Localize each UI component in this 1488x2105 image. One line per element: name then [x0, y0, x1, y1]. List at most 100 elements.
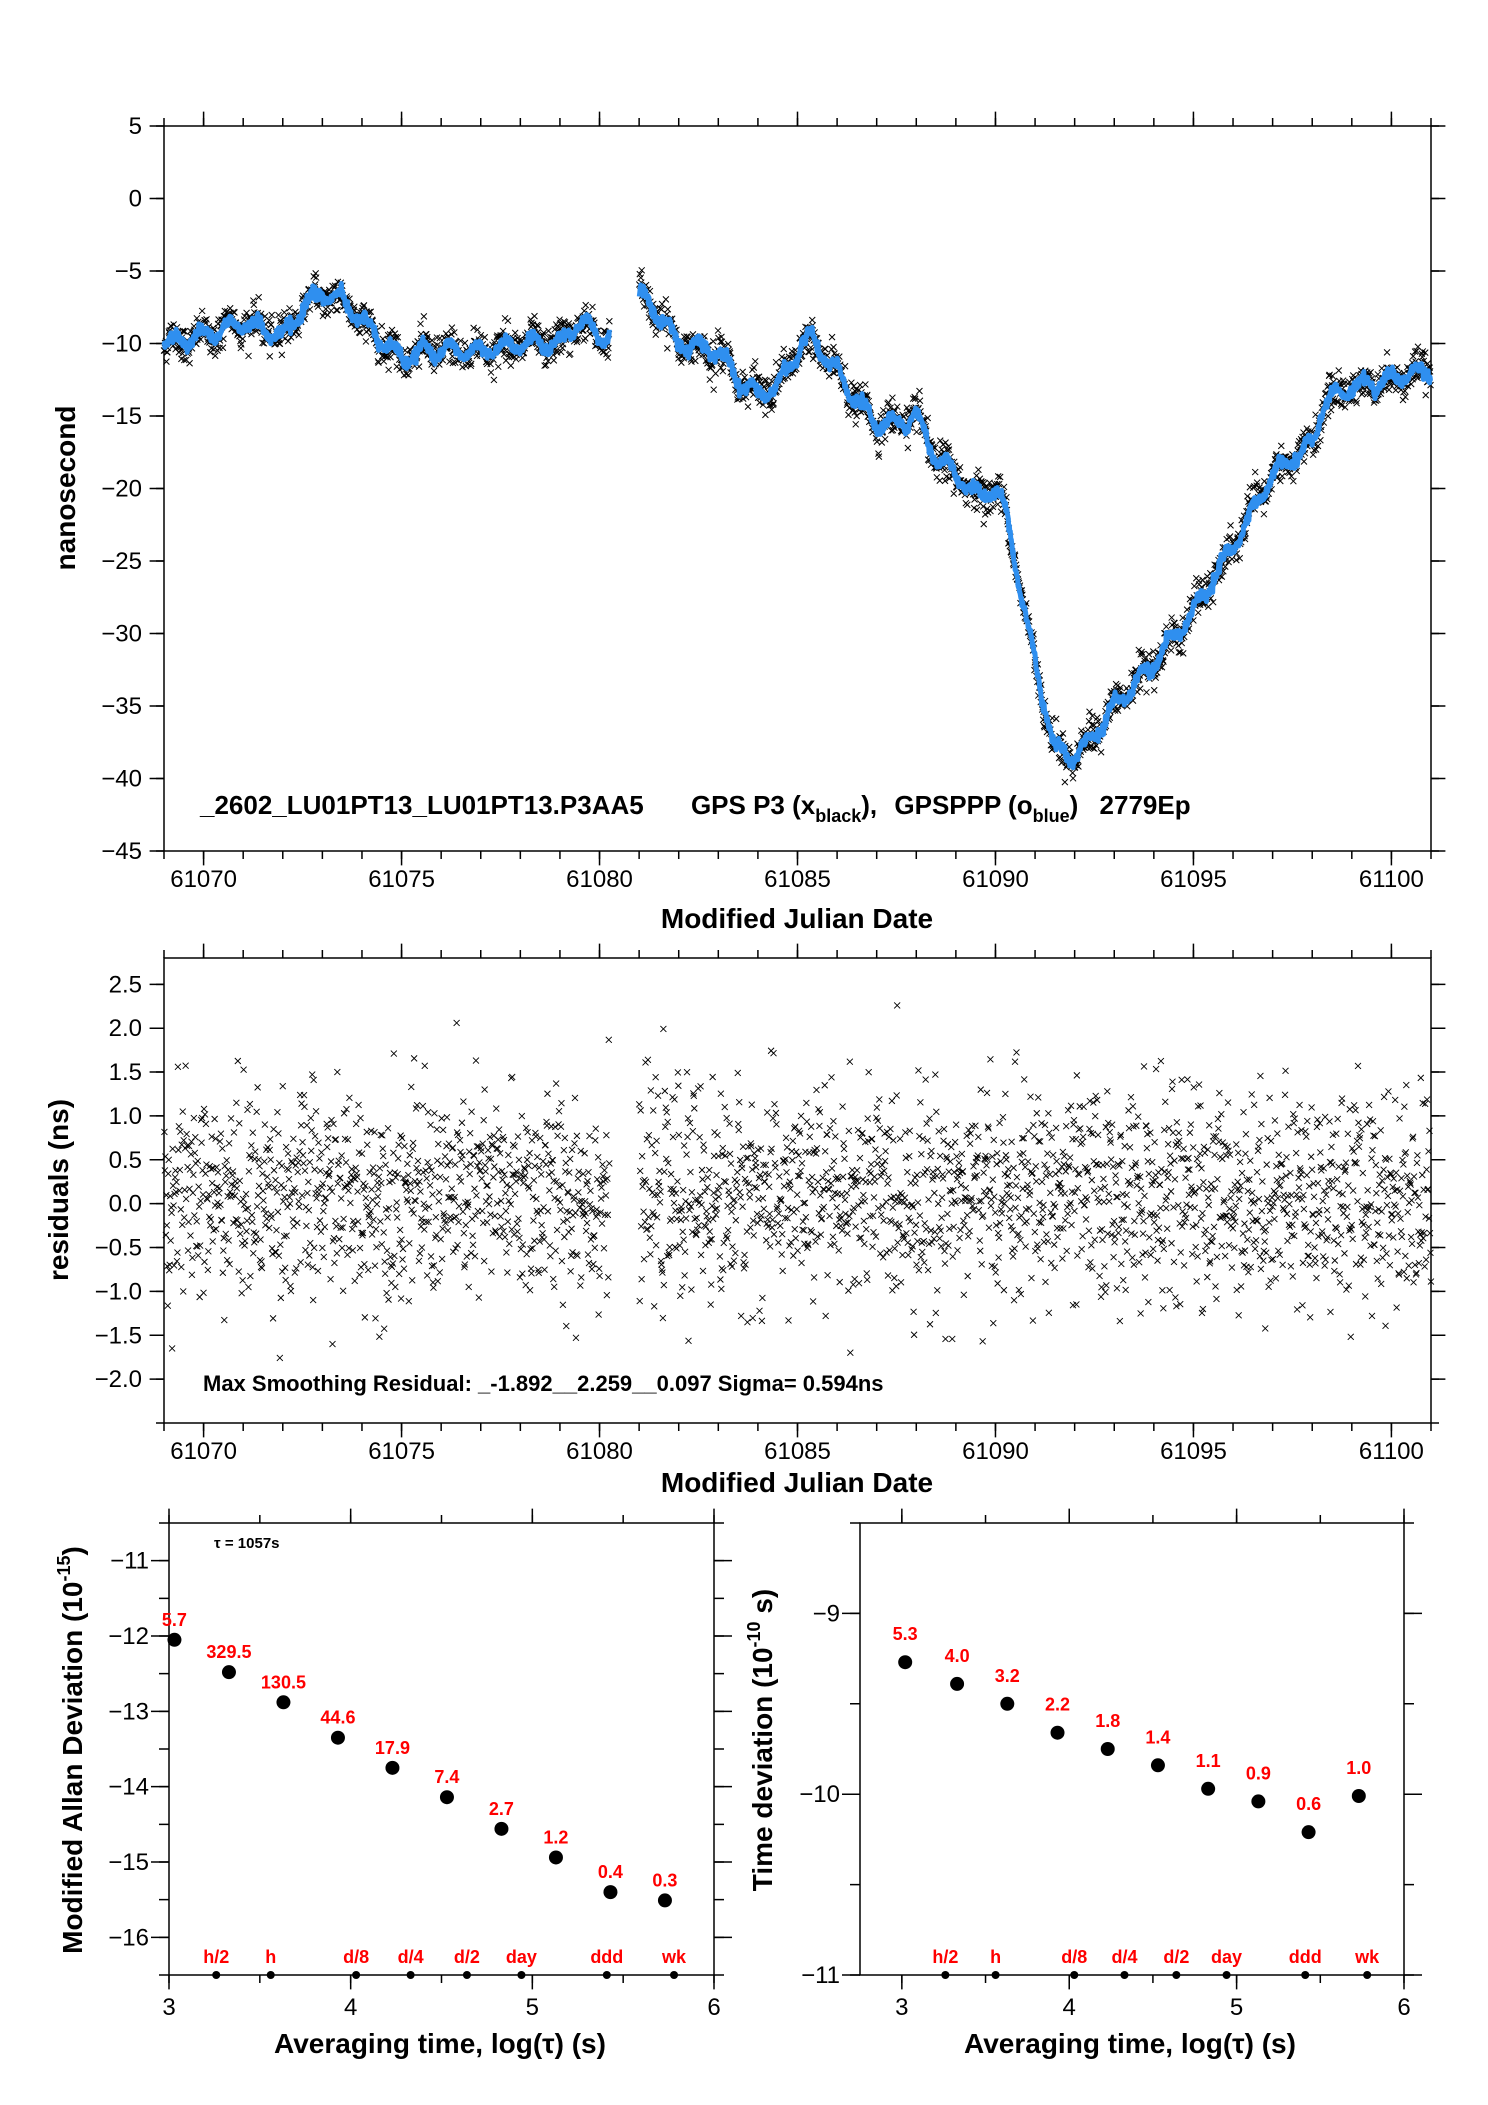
- residual-x-marker: [1328, 1143, 1335, 1151]
- residual-x-marker: [233, 1184, 241, 1192]
- residual-x-marker: [1123, 1248, 1131, 1255]
- residual-x-marker: [707, 1281, 715, 1288]
- residual-x-marker: [277, 1241, 284, 1249]
- residual-x-marker: [1317, 1149, 1324, 1156]
- residual-x-marker: [904, 1251, 912, 1259]
- residual-x-marker: [821, 1148, 829, 1155]
- residual-x-marker: [320, 1253, 328, 1261]
- residual-x-marker: [504, 1269, 511, 1276]
- residual-x-marker: [945, 1242, 952, 1249]
- residual-points: [161, 1002, 1435, 1362]
- residual-x-marker: [1299, 1259, 1307, 1267]
- residual-x-marker: [335, 1235, 343, 1243]
- residual-x-marker: [901, 1194, 909, 1202]
- residual-x-marker: [999, 1113, 1007, 1121]
- residual-x-marker: [456, 1173, 463, 1181]
- residual-x-marker: [478, 1175, 486, 1182]
- residual-x-marker: [1142, 1249, 1149, 1257]
- residual-x-marker: [334, 1068, 341, 1076]
- residual-x-marker: [1090, 1187, 1098, 1195]
- residual-x-marker: [504, 1218, 512, 1225]
- residual-x-marker: [1312, 1219, 1320, 1227]
- residual-x-marker: [1135, 1199, 1143, 1207]
- residual-x-marker: [545, 1150, 552, 1158]
- residual-x-marker: [1130, 1261, 1138, 1268]
- residual-x-marker: [816, 1108, 824, 1116]
- residual-x-marker: [195, 1203, 203, 1210]
- residual-x-marker: [1088, 1241, 1095, 1249]
- residual-x-marker: [515, 1215, 522, 1222]
- residual-x-marker: [583, 1219, 591, 1227]
- residual-x-marker: [1314, 1179, 1322, 1187]
- residual-x-marker: [843, 1189, 851, 1197]
- residual-x-marker: [544, 1207, 552, 1215]
- residual-x-marker: [262, 1221, 269, 1229]
- residual-x-marker: [167, 1237, 174, 1244]
- residual-x-marker: [395, 1141, 402, 1149]
- residual-x-marker: [1148, 1158, 1156, 1166]
- residual-x-marker: [803, 1099, 810, 1107]
- residual-x-marker: [346, 1094, 353, 1102]
- residual-x-marker: [1306, 1261, 1314, 1268]
- black-x-marker: [420, 313, 428, 320]
- residual-x-marker: [177, 1128, 184, 1135]
- residual-x-marker: [1291, 1115, 1299, 1122]
- residual-x-marker: [449, 1248, 457, 1256]
- residual-x-marker: [348, 1225, 356, 1233]
- residual-x-marker: [197, 1197, 204, 1205]
- residual-x-marker: [1165, 1168, 1172, 1176]
- residual-x-marker: [1121, 1238, 1129, 1245]
- black-x-marker: [1097, 748, 1105, 756]
- residual-x-marker: [1145, 1170, 1153, 1178]
- residual-x-marker: [845, 1287, 852, 1294]
- residual-x-marker: [705, 1166, 713, 1174]
- residual-x-marker: [1030, 1210, 1038, 1218]
- residual-x-marker: [1008, 1138, 1015, 1146]
- residual-x-marker: [823, 1131, 831, 1138]
- residual-x-marker: [1238, 1169, 1246, 1177]
- residual-x-marker: [715, 1193, 723, 1200]
- residual-x-marker: [598, 1220, 606, 1227]
- residual-x-marker: [1263, 1161, 1271, 1168]
- residual-x-marker: [1336, 1279, 1344, 1286]
- y-tick-label: −45: [101, 838, 142, 865]
- residual-x-marker: [251, 1148, 259, 1155]
- residual-x-marker: [559, 1181, 566, 1189]
- residual-x-marker: [1100, 1175, 1107, 1183]
- residual-x-marker: [437, 1160, 445, 1168]
- residual-x-marker: [700, 1141, 707, 1149]
- residual-x-marker: [646, 1185, 653, 1193]
- residual-x-marker: [928, 1147, 935, 1155]
- residual-x-marker: [706, 1228, 714, 1235]
- residual-x-marker: [732, 1249, 739, 1257]
- residual-x-marker: [374, 1193, 382, 1200]
- black-x-marker: [268, 311, 276, 319]
- black-x-marker: [448, 324, 456, 332]
- residual-x-marker: [195, 1183, 203, 1190]
- residual-x-marker: [738, 1164, 746, 1172]
- residual-x-marker: [682, 1215, 690, 1222]
- residual-x-marker: [917, 1098, 924, 1106]
- black-x-marker: [497, 331, 505, 339]
- black-x-marker: [385, 366, 392, 374]
- residual-x-marker: [1145, 1298, 1152, 1306]
- residual-x-marker: [952, 1199, 959, 1207]
- residual-x-marker: [503, 1249, 510, 1256]
- residual-x-marker: [1006, 1206, 1014, 1213]
- residual-x-marker: [289, 1216, 297, 1223]
- residual-x-marker: [712, 1196, 719, 1203]
- black-x-marker: [1168, 614, 1175, 621]
- residual-x-marker: [212, 1225, 220, 1233]
- residual-x-marker: [200, 1105, 208, 1113]
- black-x-marker: [490, 376, 498, 384]
- residual-x-marker: [309, 1296, 317, 1304]
- residual-x-marker: [576, 1204, 584, 1212]
- residual-x-marker: [1283, 1210, 1291, 1218]
- residual-x-marker: [1228, 1188, 1235, 1195]
- residual-x-marker: [279, 1198, 287, 1205]
- residual-x-marker: [1003, 1156, 1010, 1163]
- residual-x-marker: [1037, 1255, 1044, 1263]
- residual-x-marker: [1307, 1228, 1314, 1235]
- residual-x-marker: [420, 1226, 428, 1233]
- residual-x-marker: [815, 1209, 823, 1217]
